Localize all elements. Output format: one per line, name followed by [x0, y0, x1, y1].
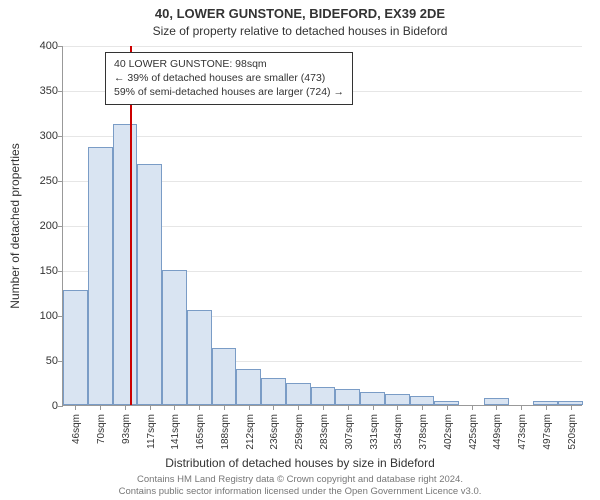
annotation-box: 40 LOWER GUNSTONE: 98sqm ← 39% of detach…: [105, 52, 353, 105]
x-tick-mark: [125, 405, 126, 410]
x-tick-mark: [75, 405, 76, 410]
y-tick-label: 0: [23, 400, 58, 412]
histogram-bar: [236, 369, 261, 405]
histogram-bar: [360, 392, 385, 406]
x-tick-label: 497sqm: [542, 414, 553, 459]
y-tick-label: 50: [23, 355, 58, 367]
histogram-bar: [335, 389, 360, 405]
annotation-line-1: 40 LOWER GUNSTONE: 98sqm: [114, 57, 344, 71]
x-tick-mark: [100, 405, 101, 410]
x-tick-mark: [472, 405, 473, 410]
chart-container: 40, LOWER GUNSTONE, BIDEFORD, EX39 2DE S…: [0, 0, 600, 500]
x-tick-mark: [447, 405, 448, 410]
x-tick-mark: [273, 405, 274, 410]
x-tick-label: 165sqm: [195, 414, 206, 459]
histogram-bar: [410, 396, 435, 405]
histogram-bar: [311, 387, 336, 405]
x-tick-label: 259sqm: [294, 414, 305, 459]
y-tick-label: 350: [23, 85, 58, 97]
x-tick-mark: [174, 405, 175, 410]
x-tick-label: 307sqm: [344, 414, 355, 459]
grid-line: [63, 136, 582, 137]
y-tick-mark: [58, 46, 63, 47]
y-tick-mark: [58, 271, 63, 272]
x-tick-mark: [298, 405, 299, 410]
histogram-bar: [385, 394, 410, 405]
x-tick-mark: [249, 405, 250, 410]
x-tick-label: 188sqm: [220, 414, 231, 459]
x-tick-mark: [422, 405, 423, 410]
x-tick-mark: [224, 405, 225, 410]
x-tick-label: 354sqm: [393, 414, 404, 459]
x-tick-label: 378sqm: [418, 414, 429, 459]
x-tick-mark: [373, 405, 374, 410]
x-tick-label: 283sqm: [319, 414, 330, 459]
x-tick-label: 449sqm: [492, 414, 503, 459]
annotation-line-2: ← 39% of detached houses are smaller (47…: [114, 71, 344, 85]
x-tick-label: 402sqm: [443, 414, 454, 459]
y-tick-label: 100: [23, 310, 58, 322]
x-tick-label: 425sqm: [468, 414, 479, 459]
x-tick-mark: [546, 405, 547, 410]
histogram-bar: [162, 270, 187, 405]
footer-line-2: Contains public sector information licen…: [0, 486, 600, 497]
y-tick-mark: [58, 406, 63, 407]
y-tick-mark: [58, 91, 63, 92]
x-tick-label: 520sqm: [567, 414, 578, 459]
x-tick-mark: [348, 405, 349, 410]
x-tick-label: 331sqm: [369, 414, 380, 459]
histogram-bar: [113, 124, 138, 405]
histogram-bar: [286, 383, 311, 406]
x-tick-mark: [150, 405, 151, 410]
y-tick-label: 250: [23, 175, 58, 187]
x-tick-label: 117sqm: [146, 414, 157, 459]
x-tick-mark: [397, 405, 398, 410]
x-tick-mark: [571, 405, 572, 410]
histogram-bar: [63, 290, 88, 405]
chart-subtitle: Size of property relative to detached ho…: [0, 24, 600, 38]
plot-area: 40 LOWER GUNSTONE: 98sqm ← 39% of detach…: [62, 46, 582, 406]
y-tick-mark: [58, 136, 63, 137]
histogram-bar: [484, 398, 509, 405]
x-tick-mark: [199, 405, 200, 410]
y-tick-label: 400: [23, 40, 58, 52]
chart-title: 40, LOWER GUNSTONE, BIDEFORD, EX39 2DE: [0, 6, 600, 21]
y-tick-mark: [58, 226, 63, 227]
x-tick-label: 46sqm: [71, 414, 82, 459]
histogram-bar: [137, 164, 162, 405]
y-tick-mark: [58, 181, 63, 182]
grid-line: [63, 46, 582, 47]
y-tick-label: 300: [23, 130, 58, 142]
y-axis-label: Number of detached properties: [8, 143, 22, 308]
x-tick-mark: [521, 405, 522, 410]
histogram-bar: [187, 310, 212, 405]
x-tick-label: 212sqm: [245, 414, 256, 459]
footer-line-1: Contains HM Land Registry data © Crown c…: [0, 474, 600, 485]
x-tick-label: 70sqm: [96, 414, 107, 459]
x-tick-label: 236sqm: [269, 414, 280, 459]
x-tick-label: 141sqm: [170, 414, 181, 459]
x-tick-mark: [323, 405, 324, 410]
histogram-bar: [88, 147, 113, 405]
histogram-bar: [212, 348, 237, 405]
y-tick-label: 200: [23, 220, 58, 232]
y-tick-label: 150: [23, 265, 58, 277]
annotation-line-3: 59% of semi-detached houses are larger (…: [114, 85, 344, 99]
x-tick-label: 473sqm: [517, 414, 528, 459]
histogram-bar: [261, 378, 286, 405]
x-tick-mark: [496, 405, 497, 410]
x-tick-label: 93sqm: [121, 414, 132, 459]
